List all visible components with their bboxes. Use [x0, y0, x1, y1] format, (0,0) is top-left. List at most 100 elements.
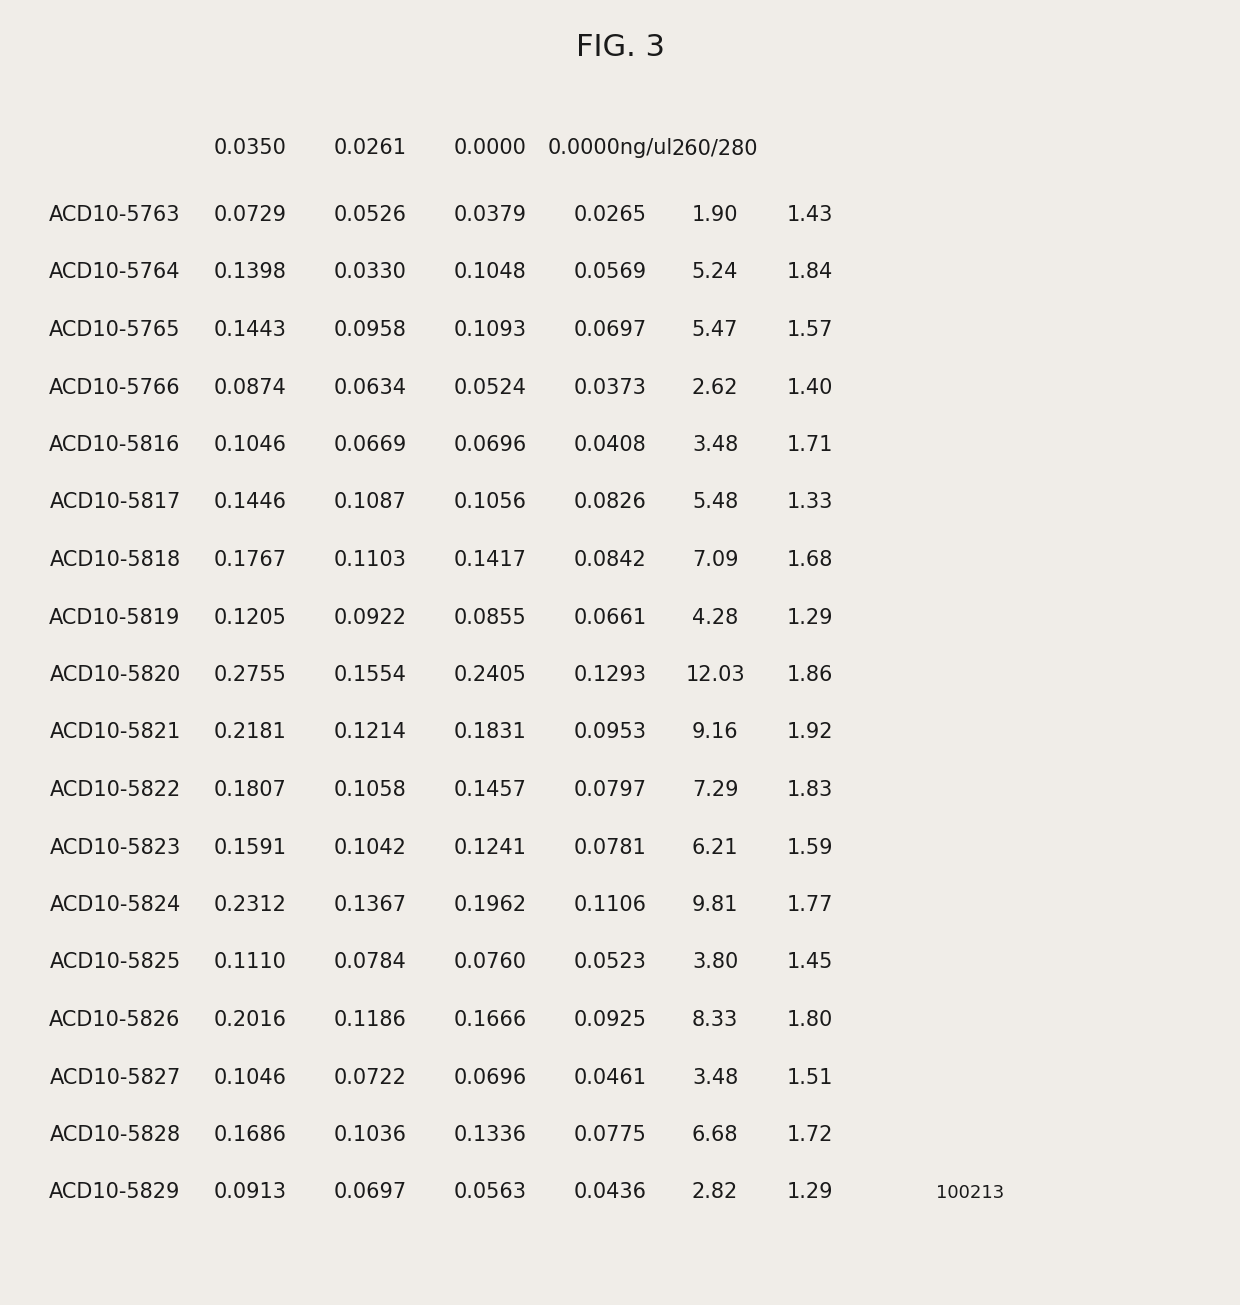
Text: ACD10-5818: ACD10-5818 — [50, 549, 181, 570]
Text: 0.1093: 0.1093 — [454, 320, 527, 341]
Text: ACD10-5826: ACD10-5826 — [50, 1010, 181, 1030]
Text: 9.81: 9.81 — [692, 895, 738, 915]
Text: 0.0523: 0.0523 — [574, 953, 646, 972]
Text: 0.0669: 0.0669 — [334, 435, 407, 455]
Text: 0.1398: 0.1398 — [213, 262, 286, 282]
Text: 1.71: 1.71 — [787, 435, 833, 455]
Text: 0.1058: 0.1058 — [334, 780, 407, 800]
Text: 0.1087: 0.1087 — [334, 492, 407, 513]
Text: 0.0379: 0.0379 — [454, 205, 527, 224]
Text: ACD10-5763: ACD10-5763 — [50, 205, 181, 224]
Text: ACD10-5827: ACD10-5827 — [50, 1067, 181, 1087]
Text: 0.1214: 0.1214 — [334, 723, 407, 743]
Text: 100213: 100213 — [936, 1184, 1004, 1202]
Text: 0.0722: 0.0722 — [334, 1067, 407, 1087]
Text: 0.2181: 0.2181 — [213, 723, 286, 743]
Text: 5.24: 5.24 — [692, 262, 738, 282]
Text: 0.1186: 0.1186 — [334, 1010, 407, 1030]
Text: ACD10-5825: ACD10-5825 — [50, 953, 181, 972]
Text: 1.33: 1.33 — [787, 492, 833, 513]
Text: 0.1443: 0.1443 — [213, 320, 286, 341]
Text: 1.86: 1.86 — [787, 666, 833, 685]
Text: 0.0696: 0.0696 — [454, 435, 527, 455]
Text: ACD10-5817: ACD10-5817 — [50, 492, 181, 513]
Text: 0.1367: 0.1367 — [334, 895, 407, 915]
Text: 0.0826: 0.0826 — [574, 492, 646, 513]
Text: 0.1591: 0.1591 — [213, 838, 286, 857]
Text: ACD10-5819: ACD10-5819 — [50, 608, 181, 628]
Text: 0.0697: 0.0697 — [573, 320, 646, 341]
Text: 2.62: 2.62 — [692, 377, 738, 398]
Text: 3.48: 3.48 — [692, 435, 738, 455]
Text: 0.1446: 0.1446 — [213, 492, 286, 513]
Text: 0.0760: 0.0760 — [454, 953, 527, 972]
Text: 1.90: 1.90 — [692, 205, 738, 224]
Text: 1.80: 1.80 — [787, 1010, 833, 1030]
Text: 0.0261: 0.0261 — [334, 138, 407, 158]
Text: 0.1807: 0.1807 — [213, 780, 286, 800]
Text: 1.51: 1.51 — [787, 1067, 833, 1087]
Text: 0.1457: 0.1457 — [454, 780, 527, 800]
Text: 4.28: 4.28 — [692, 608, 738, 628]
Text: 0.1831: 0.1831 — [454, 723, 526, 743]
Text: 1.43: 1.43 — [787, 205, 833, 224]
Text: 0.0408: 0.0408 — [574, 435, 646, 455]
Text: 2.82: 2.82 — [692, 1182, 738, 1202]
Text: 0.0874: 0.0874 — [213, 377, 286, 398]
Text: 0.1110: 0.1110 — [213, 953, 286, 972]
Text: ACD10-5821: ACD10-5821 — [50, 723, 181, 743]
Text: 0.0634: 0.0634 — [334, 377, 407, 398]
Text: 8.33: 8.33 — [692, 1010, 738, 1030]
Text: ACD10-5822: ACD10-5822 — [50, 780, 181, 800]
Text: 1.68: 1.68 — [787, 549, 833, 570]
Text: 0.0000ng/ul: 0.0000ng/ul — [547, 138, 672, 158]
Text: 0.1666: 0.1666 — [454, 1010, 527, 1030]
Text: 9.16: 9.16 — [692, 723, 738, 743]
Text: 3.48: 3.48 — [692, 1067, 738, 1087]
Text: 12.03: 12.03 — [686, 666, 745, 685]
Text: 1.45: 1.45 — [787, 953, 833, 972]
Text: ACD10-5829: ACD10-5829 — [50, 1182, 181, 1202]
Text: 0.0953: 0.0953 — [573, 723, 646, 743]
Text: 0.1767: 0.1767 — [213, 549, 286, 570]
Text: 0.0797: 0.0797 — [573, 780, 646, 800]
Text: 0.0855: 0.0855 — [454, 608, 526, 628]
Text: 0.0922: 0.0922 — [334, 608, 407, 628]
Text: 0.1293: 0.1293 — [573, 666, 646, 685]
Text: 0.0569: 0.0569 — [573, 262, 646, 282]
Text: 0.1048: 0.1048 — [454, 262, 526, 282]
Text: ACD10-5823: ACD10-5823 — [50, 838, 181, 857]
Text: 1.57: 1.57 — [787, 320, 833, 341]
Text: 1.29: 1.29 — [786, 608, 833, 628]
Text: 0.0000: 0.0000 — [454, 138, 527, 158]
Text: 0.1417: 0.1417 — [454, 549, 527, 570]
Text: ACD10-5816: ACD10-5816 — [50, 435, 181, 455]
Text: 0.1686: 0.1686 — [213, 1125, 286, 1144]
Text: 7.09: 7.09 — [692, 549, 738, 570]
Text: 0.1046: 0.1046 — [213, 1067, 286, 1087]
Text: 0.0373: 0.0373 — [574, 377, 646, 398]
Text: 0.1046: 0.1046 — [213, 435, 286, 455]
Text: 0.1042: 0.1042 — [334, 838, 407, 857]
Text: 0.0784: 0.0784 — [334, 953, 407, 972]
Text: 0.0350: 0.0350 — [213, 138, 286, 158]
Text: 0.0775: 0.0775 — [574, 1125, 646, 1144]
Text: 0.1103: 0.1103 — [334, 549, 407, 570]
Text: 3.80: 3.80 — [692, 953, 738, 972]
Text: 1.83: 1.83 — [787, 780, 833, 800]
Text: 0.1106: 0.1106 — [573, 895, 646, 915]
Text: 0.0330: 0.0330 — [334, 262, 407, 282]
Text: 1.92: 1.92 — [786, 723, 833, 743]
Text: 0.1036: 0.1036 — [334, 1125, 407, 1144]
Text: ACD10-5764: ACD10-5764 — [50, 262, 181, 282]
Text: 0.0436: 0.0436 — [573, 1182, 646, 1202]
Text: FIG. 3: FIG. 3 — [575, 34, 665, 63]
Text: 0.0697: 0.0697 — [334, 1182, 407, 1202]
Text: ACD10-5824: ACD10-5824 — [50, 895, 181, 915]
Text: 0.0913: 0.0913 — [213, 1182, 286, 1202]
Text: 0.1241: 0.1241 — [454, 838, 527, 857]
Text: 0.2405: 0.2405 — [454, 666, 527, 685]
Text: 1.59: 1.59 — [786, 838, 833, 857]
Text: 0.0661: 0.0661 — [573, 608, 646, 628]
Text: 0.1336: 0.1336 — [454, 1125, 527, 1144]
